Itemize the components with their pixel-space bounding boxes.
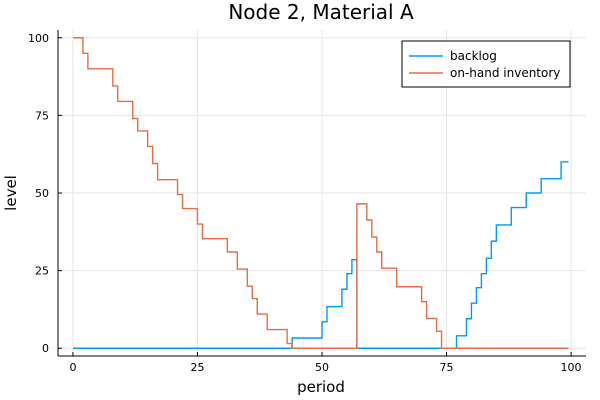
x-tick-label: 75: [440, 361, 454, 374]
x-tick-label: 50: [315, 361, 329, 374]
x-tick-label: 0: [69, 361, 76, 374]
x-axis-label: period: [297, 378, 345, 396]
x-tick-label: 25: [190, 361, 204, 374]
y-tick-label: 75: [35, 109, 49, 122]
y-tick-label: 100: [28, 32, 49, 45]
series: [72, 37, 569, 349]
tick-labels: 0 25 50 75 100 0 25 50 75 100: [28, 32, 582, 374]
legend-label-backlog: backlog: [450, 49, 497, 63]
x-tick-label: 100: [561, 361, 582, 374]
series-line-on-hand-inventory: [72, 37, 569, 349]
series-line-backlog: [72, 161, 569, 349]
legend: backlog on-hand inventory: [401, 40, 571, 88]
y-tick-label: 50: [35, 187, 49, 200]
y-tick-label: 25: [35, 265, 49, 278]
legend-box: [401, 40, 571, 88]
y-tick-label: 0: [42, 342, 49, 355]
legend-label-on-hand-inventory: on-hand inventory: [450, 66, 560, 80]
y-axis-label: level: [2, 175, 20, 211]
chart-title: Node 2, Material A: [228, 0, 414, 24]
